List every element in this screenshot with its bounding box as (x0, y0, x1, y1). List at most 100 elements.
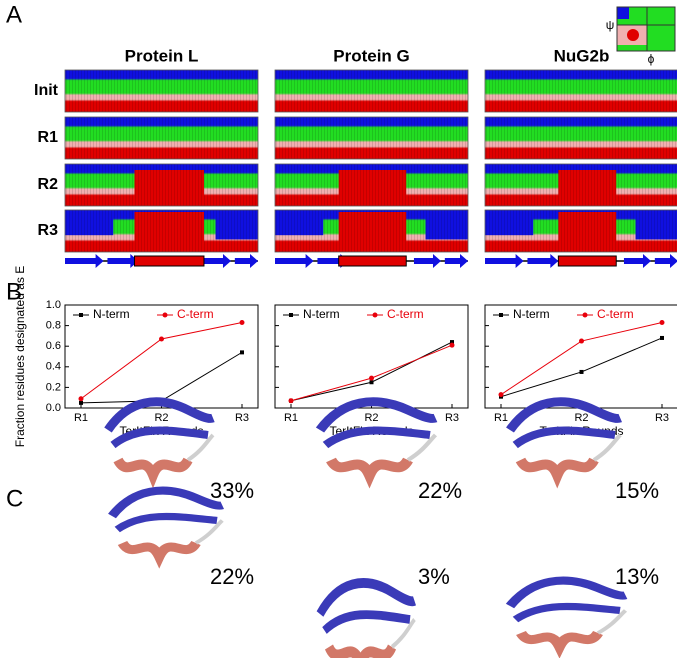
ss-helix (557, 255, 617, 267)
psi-label: ψ (606, 18, 615, 32)
ss-strand (444, 254, 468, 268)
heatmap-stripes (64, 69, 259, 113)
legend-marker (499, 313, 503, 317)
heatmap-stripes (484, 69, 677, 113)
ss-strand (234, 254, 258, 268)
legend-marker (582, 312, 588, 318)
ss-strand (527, 254, 559, 268)
heatmap-stripes (64, 116, 259, 160)
point (660, 335, 664, 340)
ss-strand (413, 254, 441, 268)
legend-marker (79, 313, 83, 317)
phi-label: ϕ (648, 52, 655, 66)
structure (320, 583, 415, 658)
y-tick-label: 0.6 (46, 340, 61, 352)
ss-strand (654, 254, 677, 268)
heatmap-stripes (274, 69, 469, 113)
y-tick-label: 0.2 (46, 381, 61, 393)
point (449, 342, 455, 348)
legend-marker (372, 312, 378, 318)
x-tick-label: R3 (235, 412, 249, 424)
point (579, 338, 584, 344)
legend-label: C-term (177, 307, 214, 321)
percentage: 33% (210, 478, 254, 503)
panel-c: 33% 22% 22% 3% 15% 13% (108, 402, 659, 658)
point (450, 340, 454, 345)
x-tick-label: R1 (494, 412, 508, 424)
y-tick-label: 0.0 (46, 402, 61, 414)
ss-strand (107, 254, 139, 268)
x-tick-label: R3 (655, 412, 669, 424)
ss-strand (203, 254, 231, 268)
point (239, 320, 245, 326)
percentage: 22% (210, 564, 254, 589)
series-line (500, 337, 663, 398)
point (240, 350, 244, 355)
x-tick-label: R3 (445, 412, 459, 424)
heatmap-stripes (484, 116, 677, 160)
y-tick-label: 0.8 (46, 320, 61, 332)
heatmap-stripes (274, 163, 469, 207)
heatmap-stripes (484, 163, 677, 207)
row-label: R3 (38, 222, 59, 239)
protein-title: Protein G (333, 46, 410, 65)
panel-label: B (6, 278, 22, 305)
y-tick-label: 0.4 (46, 361, 61, 373)
row-label: R2 (38, 176, 59, 193)
series-line (290, 344, 453, 402)
heatmap-stripes (274, 209, 469, 253)
series-line (290, 341, 453, 402)
point (369, 380, 374, 385)
ss-helix (133, 255, 205, 267)
legend-marker (289, 313, 293, 317)
row-label: R1 (38, 129, 59, 146)
series-line (80, 322, 243, 400)
percentage: 15% (615, 478, 659, 503)
structure (112, 491, 222, 557)
panel-a: Protein L Protein G NuG2b Init R1 R2 R3 (34, 46, 677, 268)
heatmap-stripes (274, 116, 469, 160)
point (78, 396, 84, 402)
rama-key (616, 6, 676, 52)
legend-label: N-term (303, 307, 340, 321)
percentage: 13% (615, 564, 659, 589)
structure (510, 402, 620, 475)
point (659, 320, 665, 326)
panel-label: C (6, 485, 23, 512)
legend-marker (162, 312, 168, 318)
x-tick-label: R1 (284, 412, 298, 424)
x-tick-label: R2 (154, 412, 168, 424)
legend-label: C-term (597, 307, 634, 321)
series-line (80, 351, 243, 404)
ss-strand (485, 254, 524, 268)
structure (510, 581, 626, 647)
ss-strand (623, 254, 651, 268)
point (498, 392, 504, 398)
protein-title: Protein L (125, 46, 199, 65)
panel-label: A (6, 1, 22, 28)
point (288, 398, 294, 404)
x-tick-label: R1 (74, 412, 88, 424)
x-tick-label: R2 (364, 412, 378, 424)
heatmap-stripes (64, 209, 259, 253)
point (159, 336, 164, 342)
point (369, 375, 374, 381)
point (579, 369, 584, 374)
row-label: Init (34, 82, 59, 99)
y-tick-label: 1.0 (46, 299, 61, 311)
ss-strand (275, 254, 314, 268)
point (79, 400, 83, 405)
y-axis-label: Fraction residues designated as E (13, 266, 27, 447)
legend-label: C-term (387, 307, 424, 321)
protein-title: NuG2b (554, 46, 610, 65)
x-tick-label: R2 (574, 412, 588, 424)
legend-label: N-term (93, 307, 130, 321)
ss-helix (338, 255, 407, 267)
series-line (500, 322, 663, 396)
legend-label: N-term (513, 307, 550, 321)
heatmap-stripes (64, 163, 259, 207)
heatmap-stripes (484, 209, 677, 253)
percentage: 3% (418, 564, 450, 589)
percentage: 22% (418, 478, 462, 503)
